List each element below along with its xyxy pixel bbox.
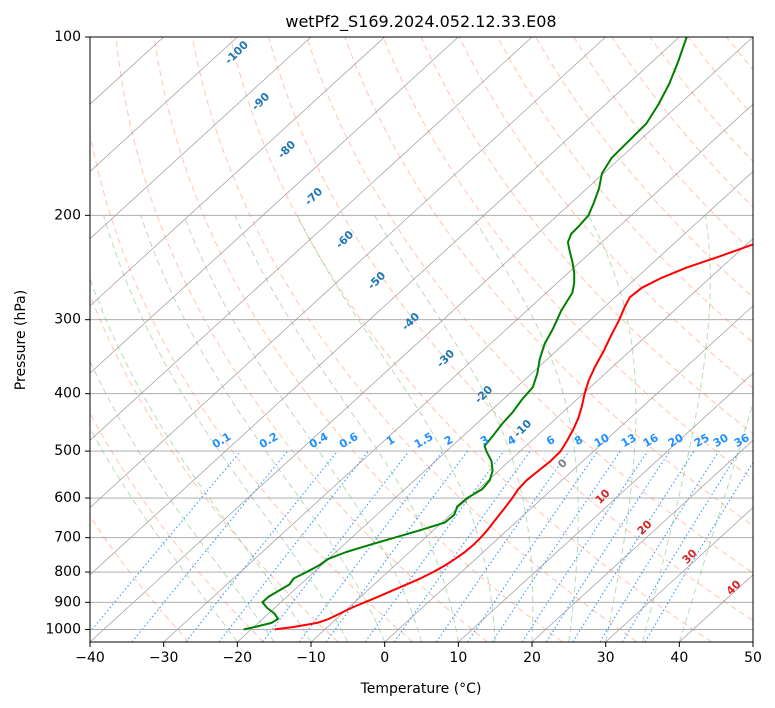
dry-adiabat-line <box>90 412 264 642</box>
y-tick-label: 200 <box>54 207 81 223</box>
mixing-ratio-line <box>572 450 695 642</box>
mixing-ratio-line <box>467 450 599 642</box>
moist-adiabat-line <box>374 215 534 642</box>
dry-adiabat-line <box>382 37 753 481</box>
isotherm-line <box>310 238 753 642</box>
mixing-ratio-line <box>90 450 242 633</box>
plot-frame <box>89 36 754 643</box>
y-tick-label: 600 <box>54 490 81 506</box>
dry-adiabat-line <box>115 37 488 642</box>
dry-adiabat-line <box>306 37 753 574</box>
isotherm-line <box>90 37 753 642</box>
mixing-ratio-line <box>262 450 410 642</box>
dry-adiabat-line <box>90 131 414 642</box>
isotherm-line <box>163 103 753 642</box>
temperature-line <box>274 243 753 631</box>
dry-adiabat-line <box>496 37 753 344</box>
isotherm-line <box>531 439 753 642</box>
x-tick-label: 30 <box>597 650 615 666</box>
moist-adiabat-line <box>90 359 275 642</box>
moist-adiabat-line <box>588 215 637 642</box>
moist-adiabat-line <box>471 215 579 642</box>
moist-adiabat-line <box>90 427 238 642</box>
moist-adiabat-line <box>140 215 386 642</box>
x-tick-label: −10 <box>296 650 326 666</box>
moist-adiabat-line <box>296 215 496 642</box>
x-axis-ticks: −40 −30 −20 −10 0 10 20 30 40 50 <box>75 642 762 666</box>
mixing-ratio-line <box>435 450 570 642</box>
y-tick-label: 300 <box>54 312 81 328</box>
y-tick-label: 800 <box>54 564 81 580</box>
x-tick-label: −20 <box>223 650 253 666</box>
isotherm-line <box>90 37 238 172</box>
x-tick-label: 50 <box>744 650 762 666</box>
mixing-ratio-line <box>545 450 671 642</box>
x-tick-label: −40 <box>75 650 105 666</box>
y-tick-label: 1000 <box>45 621 81 637</box>
y-axis-ticks: 100 200 300 400 500 600 700 800 900 1000 <box>45 29 90 637</box>
isotherm-line <box>384 305 753 642</box>
dewpoint-line <box>243 37 688 631</box>
dry-adiabat-line <box>191 37 638 642</box>
y-tick-label: 500 <box>54 443 81 459</box>
mixing-ratio-line <box>364 450 505 642</box>
mixing-ratio-line <box>491 450 621 642</box>
mixing-ratio-line <box>131 450 289 642</box>
moist-adiabat-line <box>90 277 312 642</box>
isotherm-line <box>458 372 753 642</box>
mixing-ratio-line <box>521 450 649 642</box>
y-axis-title: Pressure (hPa) <box>13 290 29 390</box>
moist-adiabat-line <box>642 215 711 642</box>
dry-adiabat-line <box>229 37 712 642</box>
x-axis-title: Temperature (°C) <box>360 681 482 697</box>
moist-adiabat-line <box>234 215 459 642</box>
y-tick-label: 400 <box>54 386 81 402</box>
isotherm-line <box>90 37 459 374</box>
background-lines <box>90 37 753 642</box>
isotherm-line <box>90 37 606 509</box>
dry-adiabat-line <box>268 37 753 622</box>
isotherm-line <box>90 37 680 576</box>
x-tick-label: 0 <box>380 650 389 666</box>
dry-adiabat-line <box>153 37 563 642</box>
mixing-ratio-line <box>185 450 339 642</box>
x-tick-label: 20 <box>523 650 541 666</box>
mixing-ratio-line <box>325 450 468 642</box>
mixing-ratio-line <box>298 450 444 642</box>
moist-adiabat-line <box>103 215 349 642</box>
x-tick-label: −30 <box>149 650 179 666</box>
x-tick-label: 10 <box>449 650 467 666</box>
y-tick-label: 100 <box>54 29 81 45</box>
isotherm-line <box>605 507 753 642</box>
y-tick-label: 900 <box>54 594 81 610</box>
x-tick-label: 40 <box>670 650 688 666</box>
profile-lines <box>243 37 753 631</box>
isotherm-line <box>90 37 385 307</box>
isotherm-line <box>90 37 312 240</box>
chart-title: wetPf2_S169.2024.052.12.33.E08 <box>285 12 556 32</box>
dry-adiabat-line <box>90 515 190 642</box>
y-tick-label: 700 <box>54 530 81 546</box>
mixing-ratio-line <box>621 450 740 642</box>
isotherm-line <box>90 37 533 441</box>
dry-adiabat-line <box>535 37 753 298</box>
isotherm-line <box>237 170 753 642</box>
